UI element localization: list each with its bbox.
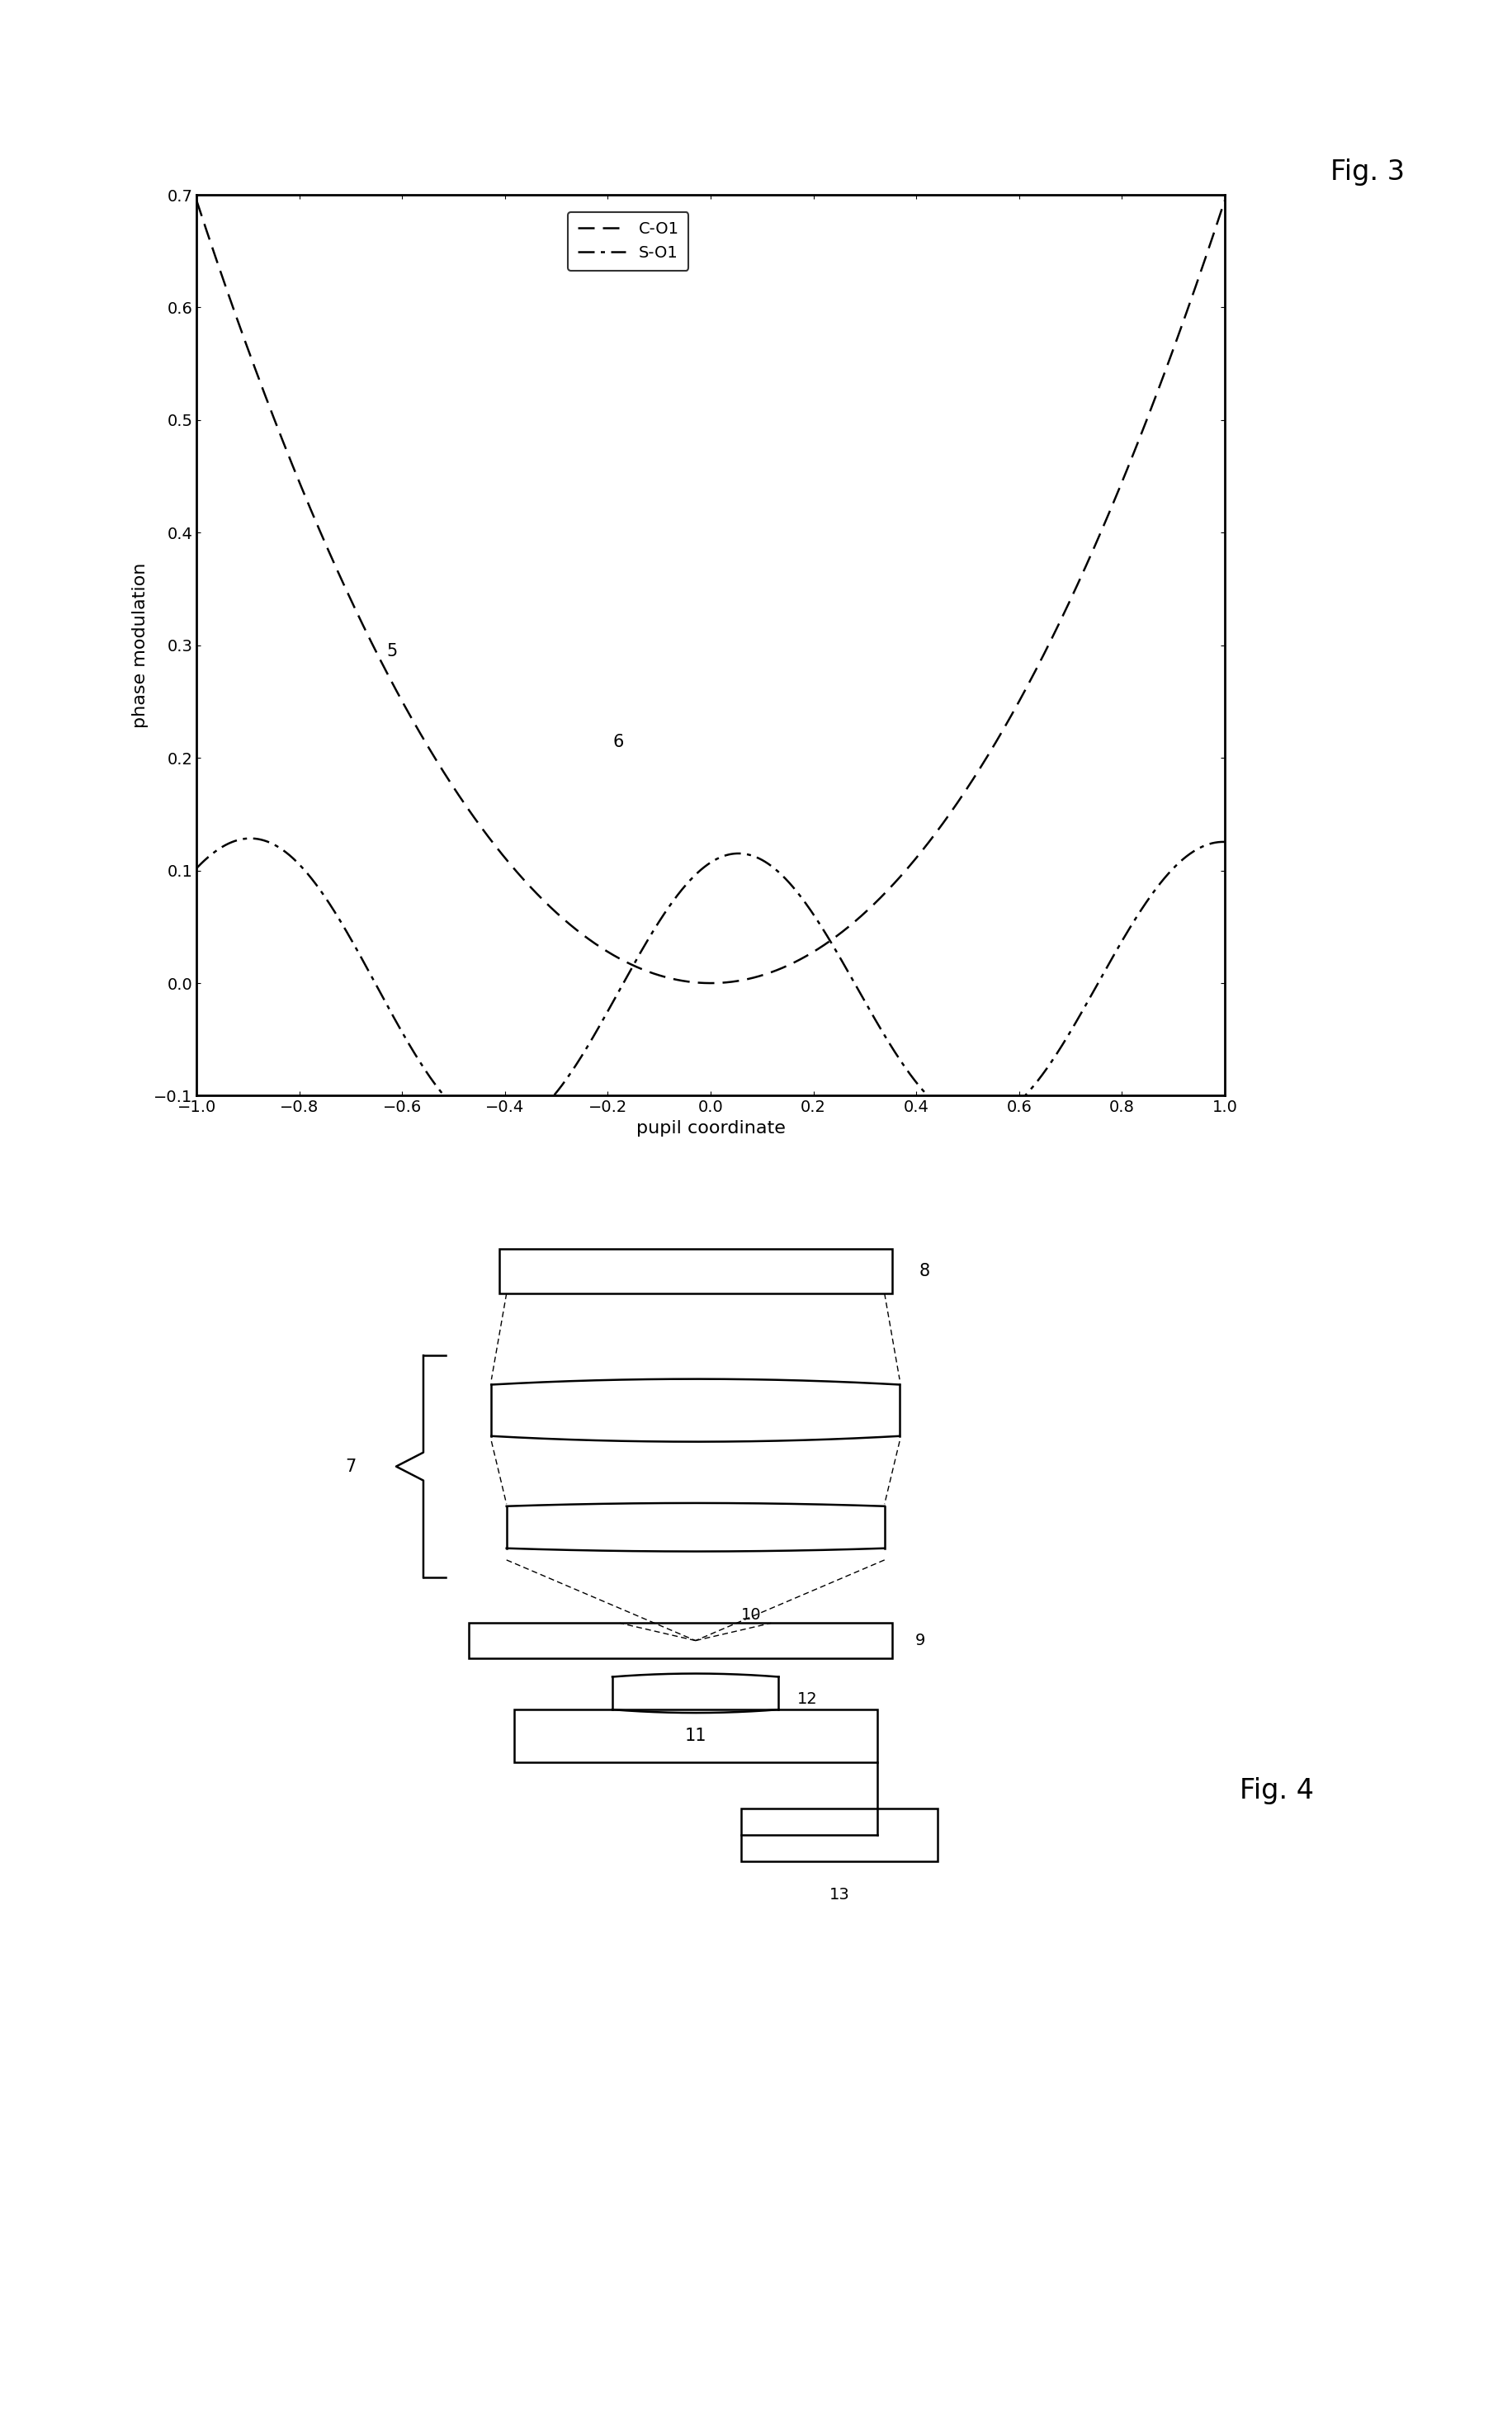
C-O1 — [187, 185, 206, 214]
Text: 13: 13 — [829, 1887, 850, 1902]
Bar — [469, 1624, 892, 1658]
C-O1 — [1216, 185, 1234, 214]
Text: 10: 10 — [741, 1607, 761, 1622]
Text: 6: 6 — [612, 733, 624, 750]
S-O1 — [1086, 974, 1104, 1003]
S-O1 — [187, 855, 206, 884]
Text: 5: 5 — [387, 643, 398, 660]
S-O1 — [1196, 830, 1214, 860]
Y-axis label: phase modulation: phase modulation — [133, 562, 150, 728]
S-O1 — [242, 823, 260, 852]
S-O1 — [582, 1025, 600, 1054]
X-axis label: pupil coordinate: pupil coordinate — [637, 1120, 785, 1137]
Text: Fig. 3: Fig. 3 — [1331, 158, 1405, 185]
C-O1 — [626, 952, 644, 981]
C-O1 — [366, 636, 384, 665]
Text: 9: 9 — [915, 1634, 925, 1648]
Bar — [741, 1809, 937, 1860]
Text: 12: 12 — [797, 1692, 818, 1707]
C-O1 — [702, 969, 720, 998]
Line: S-O1: S-O1 — [197, 838, 1225, 1130]
Text: 8: 8 — [919, 1264, 930, 1278]
Text: 11: 11 — [685, 1726, 706, 1743]
Bar — [514, 1709, 877, 1763]
C-O1 — [1196, 246, 1214, 275]
Text: Fig. 4: Fig. 4 — [1240, 1778, 1314, 1804]
C-O1 — [305, 502, 324, 531]
C-O1 — [582, 925, 600, 955]
S-O1 — [305, 867, 324, 896]
Legend: C-O1, S-O1: C-O1, S-O1 — [569, 212, 689, 270]
C-O1 — [1086, 533, 1104, 562]
S-O1 — [366, 969, 384, 998]
Line: C-O1: C-O1 — [197, 200, 1225, 984]
S-O1 — [1216, 828, 1234, 857]
S-O1 — [490, 1115, 508, 1144]
Text: 7: 7 — [345, 1459, 357, 1476]
S-O1 — [627, 945, 646, 974]
Bar — [499, 1249, 892, 1293]
